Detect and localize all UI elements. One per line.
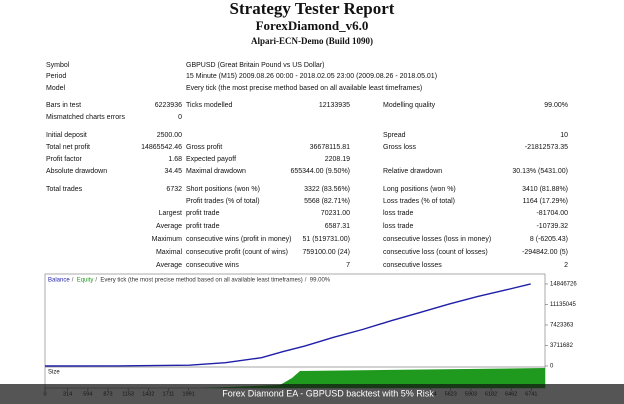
legend-entry: Every tick (the most precise method base… bbox=[100, 278, 302, 284]
row-label: Bars in test bbox=[46, 102, 81, 109]
row-value: 30.13% (5431.00) bbox=[512, 168, 568, 175]
row-value: -294842.00 (5) bbox=[522, 249, 568, 256]
row-label: Gross loss bbox=[383, 144, 417, 151]
row-value: 7 bbox=[346, 262, 350, 269]
y-tick-label: 3711682 bbox=[550, 343, 574, 349]
volume-label: Size bbox=[48, 370, 60, 376]
row-value: 6587.31 bbox=[325, 223, 350, 230]
row-value: 3410 (81.88%) bbox=[522, 186, 568, 193]
row-label: Period bbox=[46, 73, 66, 80]
row-label: consecutive wins bbox=[186, 262, 239, 269]
row-label: Average bbox=[156, 223, 182, 230]
row-label: Ticks modelled bbox=[186, 102, 233, 109]
legend-separator: / bbox=[305, 278, 307, 284]
row-value: 2500.00 bbox=[157, 132, 182, 139]
balance-line bbox=[44, 283, 531, 367]
row-label: Initial deposit bbox=[46, 132, 87, 139]
row-value: 759100.00 (24) bbox=[303, 249, 350, 256]
row-value: 1.68 bbox=[168, 156, 182, 163]
row-label: Maximal bbox=[156, 249, 183, 256]
expert-name: ForexDiamond_v6.0 bbox=[256, 18, 369, 33]
row-value: 10 bbox=[560, 132, 568, 139]
legend-separator: / bbox=[95, 278, 97, 284]
row-label: Mismatched charts errors bbox=[46, 114, 125, 121]
row-label: Modelling quality bbox=[383, 102, 436, 109]
row-label: Maximal drawdown bbox=[186, 168, 246, 175]
legend-entry: Equity bbox=[77, 278, 94, 284]
row-value: 8 (-6205.43) bbox=[530, 236, 568, 243]
row-label: consecutive profit (count of wins) bbox=[186, 249, 288, 256]
row-value: 70231.00 bbox=[321, 210, 350, 217]
row-label: Profit trades (% of total) bbox=[186, 198, 260, 205]
row-label: consecutive losses bbox=[383, 262, 442, 269]
row-value: 2 bbox=[564, 262, 568, 269]
row-label: consecutive loss (count of losses) bbox=[383, 249, 488, 256]
y-tick-label: 0 bbox=[550, 364, 554, 370]
caption-bar bbox=[0, 384, 624, 404]
row-label: Long positions (won %) bbox=[383, 186, 456, 193]
row-value: 6732 bbox=[166, 186, 182, 193]
row-label: loss trade bbox=[383, 210, 413, 217]
row-value: 34.45 bbox=[164, 168, 182, 175]
row-label: Maximum bbox=[152, 236, 183, 243]
row-label: Total trades bbox=[46, 186, 83, 193]
row-label: Gross profit bbox=[186, 144, 222, 151]
row-value: -81704.00 bbox=[536, 210, 568, 217]
row-value: 6223936 bbox=[155, 102, 182, 109]
row-value: 2208.19 bbox=[325, 156, 350, 163]
server-name: Alpari-ECN-Demo (Build 1090) bbox=[251, 36, 373, 46]
row-value: 1164 (17.29%) bbox=[523, 198, 568, 205]
row-value: 36678115.81 bbox=[310, 144, 350, 151]
row-value: 0 bbox=[178, 114, 182, 121]
row-text: GBPUSD (Great Britain Pound vs US Dollar… bbox=[186, 62, 325, 69]
y-tick-label: 11135045 bbox=[550, 302, 576, 308]
row-value: 655344.00 (9.50%) bbox=[290, 168, 350, 175]
y-tick-label: 7423363 bbox=[550, 323, 574, 329]
row-value: 3322 (83.56%) bbox=[304, 186, 350, 193]
row-value: -10739.32 bbox=[536, 223, 568, 230]
report-table: Symbol GBPUSD (Great Britain Pound vs US … bbox=[46, 62, 568, 269]
row-value: 12133935 bbox=[319, 102, 350, 109]
legend-separator: / bbox=[72, 278, 74, 284]
row-value: 14865542.46 bbox=[141, 144, 182, 151]
row-label: loss trade bbox=[383, 223, 413, 230]
chart-frame bbox=[44, 273, 546, 389]
size-area bbox=[200, 368, 545, 388]
row-label: profit trade bbox=[186, 210, 220, 217]
legend-entry: Balance bbox=[48, 278, 70, 284]
row-label: Short positions (won %) bbox=[186, 186, 260, 193]
row-label: Total net profit bbox=[46, 144, 90, 151]
row-value: -21812573.35 bbox=[525, 144, 568, 151]
row-value: 99.00% bbox=[544, 102, 568, 109]
row-label: consecutive losses (loss in money) bbox=[383, 236, 491, 243]
row-label: Expected payoff bbox=[186, 156, 236, 163]
legend-quality: 99.00% bbox=[310, 278, 331, 284]
row-label: Profit factor bbox=[46, 156, 82, 163]
y-tick-label: 14846726 bbox=[550, 282, 577, 288]
row-label: Relative drawdown bbox=[383, 168, 442, 175]
report-title: Strategy Tester Report bbox=[230, 0, 395, 18]
row-value: 51 (519731.00) bbox=[303, 236, 350, 243]
row-value: 5568 (82.71%) bbox=[304, 198, 350, 205]
row-label: Symbol bbox=[46, 62, 70, 69]
row-label: Largest bbox=[159, 210, 182, 217]
row-label: Model bbox=[46, 85, 66, 92]
row-text: 15 Minute (M15) 2009.08.26 00:00 - 2018.… bbox=[186, 73, 437, 80]
caption: Forex Diamond EA - GBPUSD backtest with … bbox=[222, 388, 434, 398]
row-label: Spread bbox=[383, 132, 406, 139]
row-text: Every tick (the most precise method base… bbox=[186, 85, 422, 92]
row-label: Absolute drawdown bbox=[46, 168, 107, 175]
row-label: Loss trades (% of total) bbox=[383, 198, 455, 205]
row-label: consecutive wins (profit in money) bbox=[186, 236, 291, 243]
row-label: profit trade bbox=[186, 223, 220, 230]
row-label: Average bbox=[156, 262, 182, 269]
